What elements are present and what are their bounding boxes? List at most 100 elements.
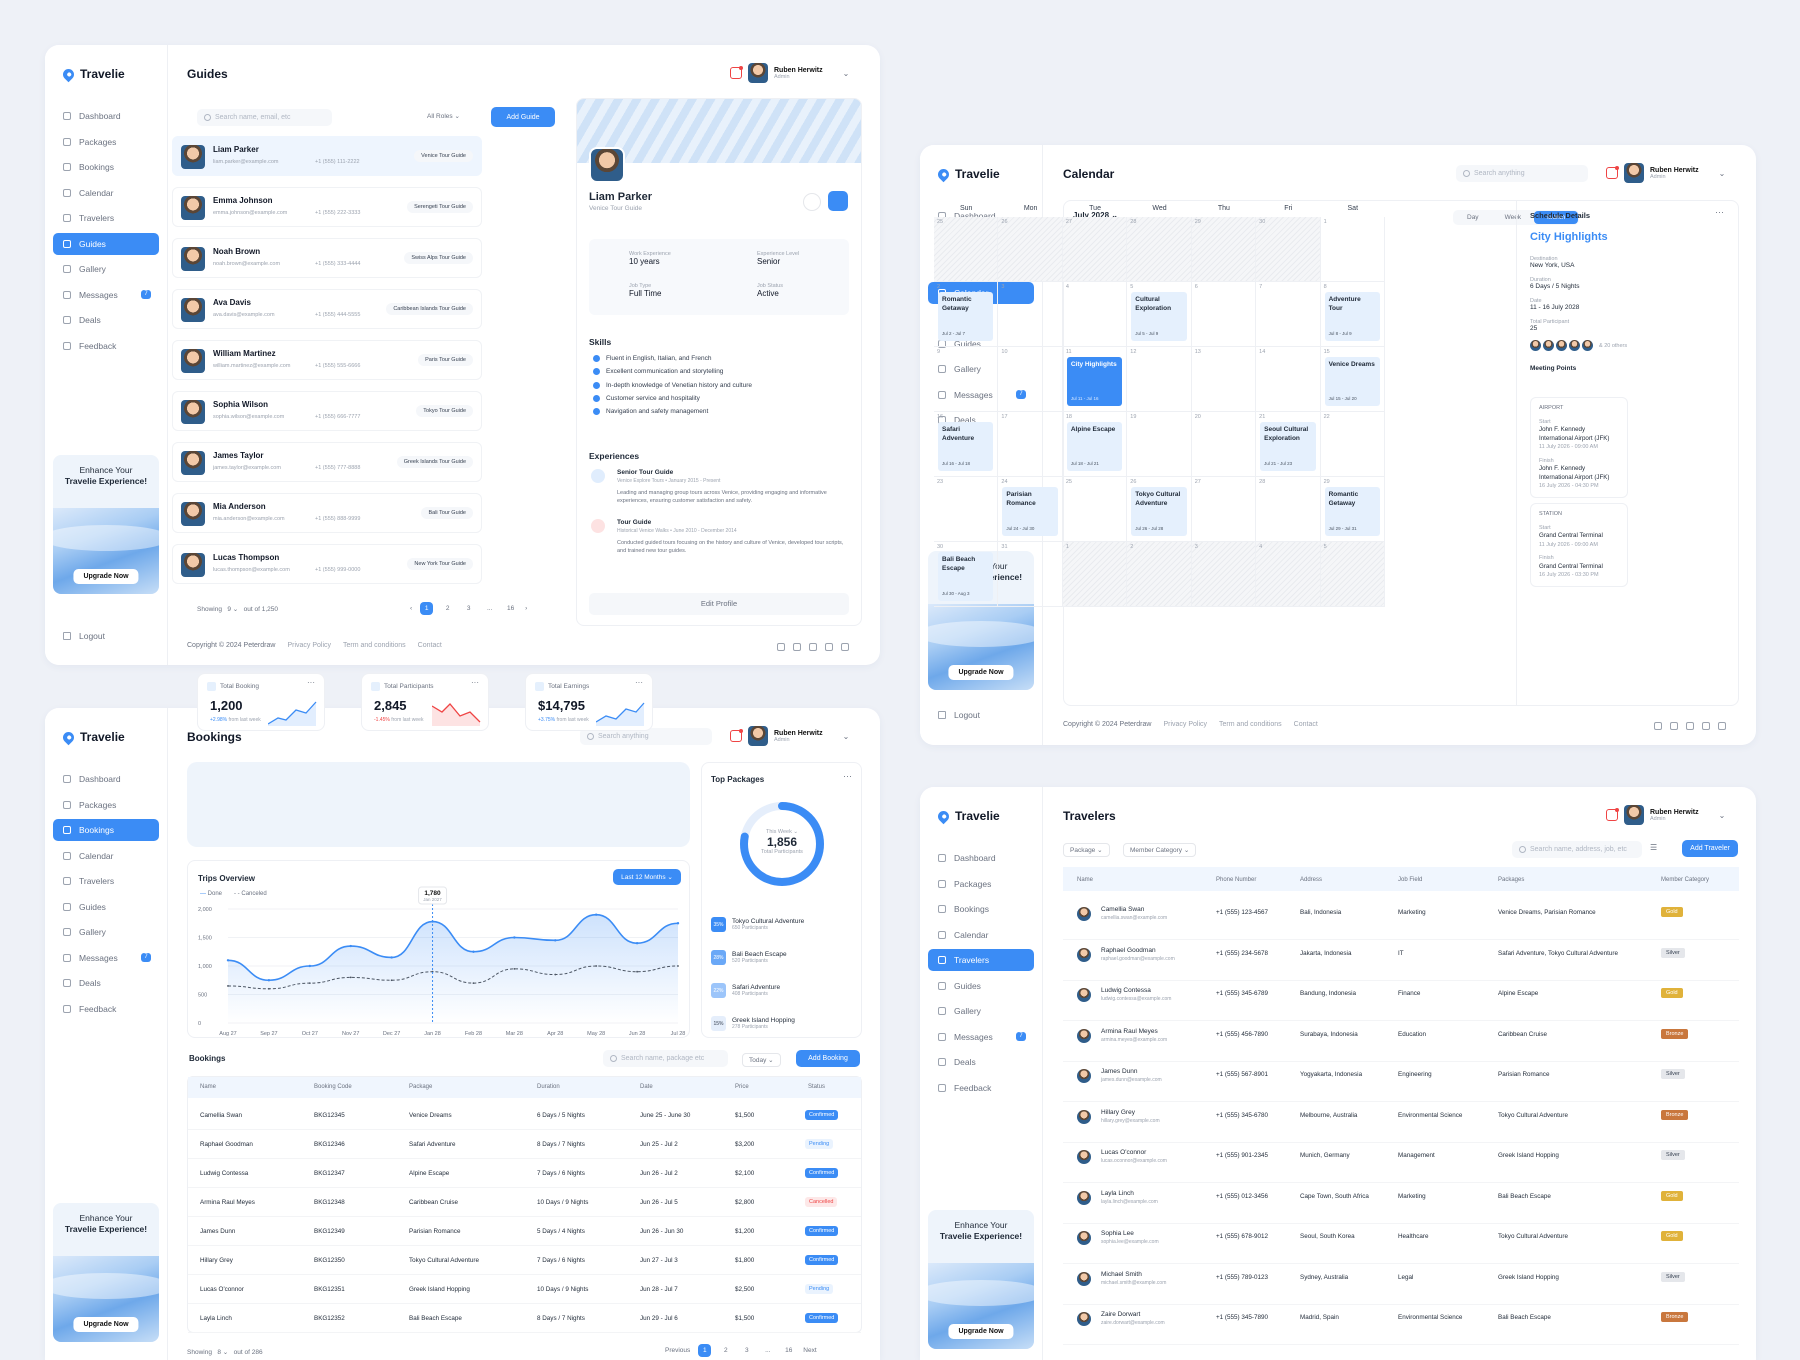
contact-link[interactable]: Contact: [1293, 721, 1318, 728]
page-button[interactable]: 1: [420, 602, 434, 615]
column-header-phone-number[interactable]: Phone Number: [1216, 877, 1257, 883]
calendar-day[interactable]: 30 Bali Beach Escape Jul 30 - Aug 3: [934, 542, 999, 607]
sidebar-item-guides[interactable]: Guides: [928, 975, 1034, 997]
page-button[interactable]: ...: [486, 605, 493, 612]
youtube-icon[interactable]: [1702, 722, 1710, 730]
table-row[interactable]: [1063, 900, 1739, 940]
brand-logo[interactable]: Travelie: [935, 166, 1000, 182]
calendar-day[interactable]: 21 Seoul Cultural Exploration Jul 21 - Jul…: [1256, 412, 1321, 477]
per-page-select[interactable]: 8: [217, 1348, 221, 1356]
column-header-booking-code[interactable]: Booking Code: [314, 1084, 352, 1090]
chevron-down-icon[interactable]: ⌄: [1718, 810, 1726, 820]
search-input[interactable]: Search anything: [1456, 165, 1588, 182]
calendar-day[interactable]: 6: [1191, 282, 1257, 347]
sidebar-item-guides[interactable]: Guides: [53, 232, 159, 255]
chevron-right-icon[interactable]: ›: [525, 605, 528, 612]
calendar-day[interactable]: 29 Romantic Getaway Jul 29 - Jul 31: [1320, 477, 1385, 542]
calendar-day[interactable]: 17: [998, 412, 1063, 477]
table-row[interactable]: [188, 1304, 861, 1333]
calendar-day[interactable]: 5 Cultural Exploration Jul 5 - Jul 9: [1127, 282, 1192, 347]
page-button[interactable]: 16: [785, 1347, 793, 1354]
sidebar-item-travelers[interactable]: Travelers: [53, 207, 159, 229]
previous-button[interactable]: Previous: [665, 1347, 691, 1354]
bell-icon[interactable]: [730, 66, 743, 79]
search-input[interactable]: Search anything: [580, 728, 712, 745]
chevron-left-icon[interactable]: ‹: [410, 605, 413, 612]
call-icon[interactable]: [828, 191, 848, 211]
more-icon[interactable]: ···: [471, 678, 479, 687]
column-header-member-category[interactable]: Member Category: [1661, 877, 1710, 883]
more-icon[interactable]: ···: [307, 678, 315, 687]
period-dropdown[interactable]: This Week ⌄: [765, 829, 799, 835]
sidebar-item-gallery[interactable]: Gallery: [53, 258, 159, 280]
calendar-event[interactable]: Romantic Getaway Jul 29 - Jul 31: [1324, 487, 1380, 536]
linkedin-icon[interactable]: [1718, 722, 1726, 730]
sidebar-item-calendar[interactable]: Calendar: [53, 182, 159, 204]
sidebar-item-messages[interactable]: Messages 7: [53, 947, 159, 969]
table-row[interactable]: [1063, 1103, 1739, 1143]
x-icon[interactable]: [793, 643, 801, 651]
per-page-select[interactable]: 9: [227, 605, 231, 613]
guide-row[interactable]: Ava Davis ava.davis@example.com +1 (555) 4…: [172, 289, 482, 329]
upgrade-now-button[interactable]: Upgrade Now: [73, 1317, 139, 1332]
brand-logo[interactable]: Travelie: [60, 729, 125, 745]
upgrade-now-button[interactable]: Upgrade Now: [948, 665, 1014, 680]
more-icon[interactable]: ···: [843, 771, 852, 781]
calendar-day[interactable]: 9: [934, 347, 999, 412]
chevron-down-icon[interactable]: ⌄: [842, 68, 850, 78]
calendar-day[interactable]: 29: [1191, 217, 1257, 282]
youtube-icon[interactable]: [825, 643, 833, 651]
calendar-day[interactable]: 4: [1062, 282, 1128, 347]
more-icon[interactable]: ···: [635, 678, 643, 687]
page-button[interactable]: 1: [698, 1344, 712, 1357]
column-header-package[interactable]: Package: [409, 1084, 433, 1090]
sidebar-item-dashboard[interactable]: Dashboard: [928, 847, 1034, 869]
calendar-event[interactable]: Adventure Tour Jul 8 - Jul 9: [1324, 292, 1380, 341]
calendar-day[interactable]: 4: [1256, 542, 1321, 607]
sidebar-item-messages[interactable]: Messages 7: [53, 284, 159, 306]
instagram-icon[interactable]: [1686, 722, 1694, 730]
calendar-event[interactable]: Romantic Getaway Jul 2 - Jul 7: [938, 292, 994, 341]
column-header-name[interactable]: Name: [200, 1084, 217, 1090]
sidebar-item-deals[interactable]: Deals: [53, 309, 159, 331]
calendar-event[interactable]: City Highlights Jul 11 - Jul 16: [1066, 357, 1123, 406]
calendar-event[interactable]: Cultural Exploration Jul 5 - Jul 9: [1131, 292, 1187, 341]
guide-row[interactable]: James Taylor james.taylor@example.com +1 (…: [172, 442, 482, 482]
guide-row[interactable]: Lucas Thompson lucas.thompson@example.com…: [172, 544, 482, 584]
calendar-day[interactable]: 26: [998, 217, 1063, 282]
calendar-day[interactable]: 5: [1320, 542, 1385, 607]
calendar-day[interactable]: 12: [1127, 347, 1192, 412]
calendar-day[interactable]: 1: [1062, 542, 1128, 607]
traveler-search-input[interactable]: Search name, address, job, etc: [1512, 841, 1642, 858]
chat-icon[interactable]: [803, 193, 821, 211]
guide-row[interactable]: Mia Anderson mia.anderson@example.com +1 (…: [172, 493, 482, 533]
table-row[interactable]: [188, 1246, 861, 1275]
calendar-day[interactable]: 28: [1127, 217, 1192, 282]
column-header-job-field[interactable]: Job Field: [1398, 877, 1423, 883]
table-row[interactable]: [188, 1159, 861, 1188]
guide-row[interactable]: Emma Johnson emma.johnson@example.com +1 (…: [172, 187, 482, 227]
sidebar-item-gallery[interactable]: Gallery: [928, 358, 1034, 380]
calendar-day[interactable]: 14: [1256, 347, 1321, 412]
privacy-link[interactable]: Privacy Policy: [287, 642, 332, 649]
view-week-tab[interactable]: Week: [1504, 214, 1522, 221]
view-month-tab[interactable]: Month: [1534, 211, 1579, 224]
table-row[interactable]: [188, 1188, 861, 1217]
calendar-event[interactable]: Safari Adventure Jul 16 - Jul 18: [938, 422, 994, 471]
table-row[interactable]: [188, 1217, 861, 1246]
contact-link[interactable]: Contact: [417, 642, 442, 649]
next-button[interactable]: Next: [803, 1347, 817, 1354]
member-category-filter[interactable]: Member Category ⌄: [1123, 843, 1197, 857]
date-filter[interactable]: Today ⌄: [742, 1053, 781, 1067]
column-header-status[interactable]: Status: [808, 1084, 826, 1090]
sidebar-item-gallery[interactable]: Gallery: [53, 921, 159, 943]
table-row[interactable]: [1063, 1143, 1739, 1183]
calendar-event[interactable]: Bali Beach Escape Jul 30 - Aug 3: [938, 552, 994, 601]
calendar-day[interactable]: 31: [998, 542, 1063, 607]
sidebar-item-guides[interactable]: Guides: [53, 896, 159, 918]
column-header-packages[interactable]: Packages: [1498, 877, 1525, 883]
sidebar-item-feedback[interactable]: Feedback: [53, 335, 159, 357]
calendar-day[interactable]: 18 Alpine Escape Jul 18 - Jul 21: [1062, 412, 1128, 477]
guide-row[interactable]: Liam Parker liam.parker@example.com +1 (55…: [172, 136, 482, 176]
calendar-event[interactable]: Alpine Escape Jul 18 - Jul 21: [1066, 422, 1123, 471]
